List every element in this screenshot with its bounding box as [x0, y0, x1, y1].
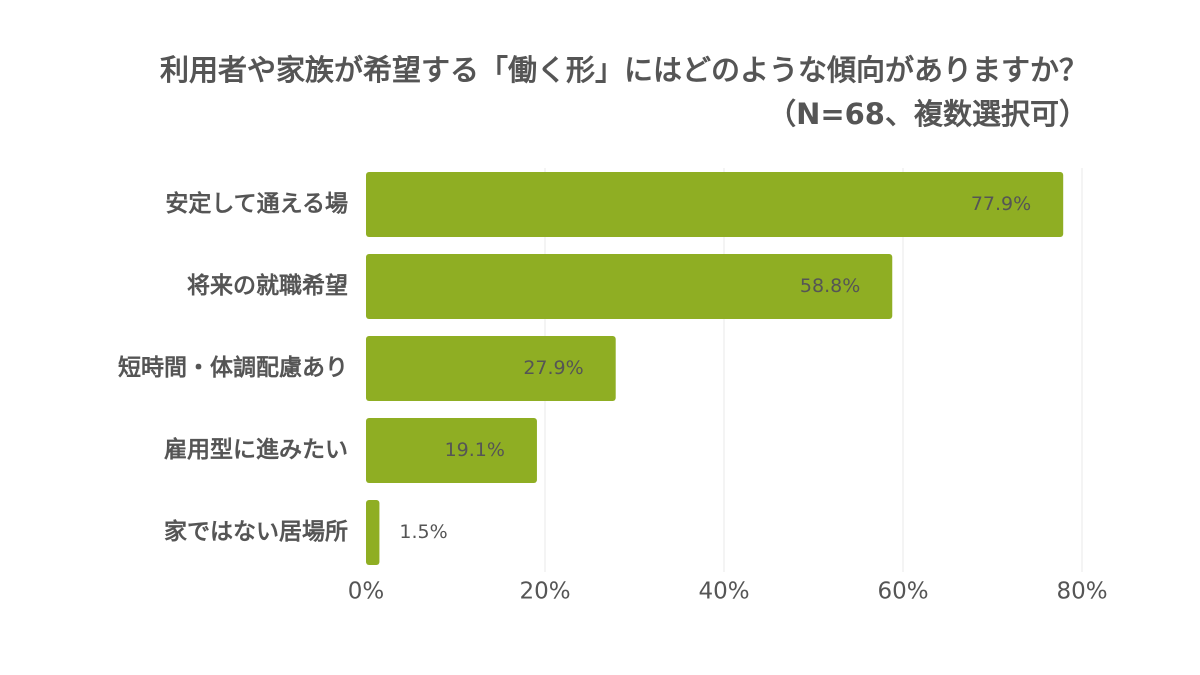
bar	[366, 336, 616, 401]
bar	[366, 254, 893, 319]
bar	[366, 500, 380, 565]
data-label: 58.8%	[800, 275, 860, 297]
x-tick-label: 20%	[519, 579, 570, 605]
x-tick-label: 60%	[877, 579, 928, 605]
category-label: 安定して通える場	[165, 190, 348, 217]
chart-subtitle: （N=68、複数選択可）	[767, 97, 1088, 131]
data-label: 27.9%	[523, 357, 583, 379]
category-label: 短時間・体調配慮あり	[118, 354, 348, 381]
x-tick-label: 0%	[348, 579, 385, 605]
category-label: 将来の就職希望	[187, 272, 348, 299]
x-tick-label: 40%	[698, 579, 749, 605]
bar	[366, 418, 537, 483]
x-tick-label: 80%	[1056, 579, 1107, 605]
chart-title: 利用者や家族が希望する「働く形」にはどのような傾向がありますか？	[159, 53, 1088, 87]
data-label: 19.1%	[445, 439, 505, 461]
data-label: 1.5%	[399, 521, 447, 543]
category-label: 家ではない居場所	[164, 518, 348, 545]
chart-title-block: 利用者や家族が希望する「働く形」にはどのような傾向がありますか？ （N=68、複…	[160, 48, 1088, 136]
category-label: 雇用型に進みたい	[164, 436, 348, 463]
bar	[366, 172, 1064, 237]
data-label: 77.9%	[971, 193, 1031, 215]
